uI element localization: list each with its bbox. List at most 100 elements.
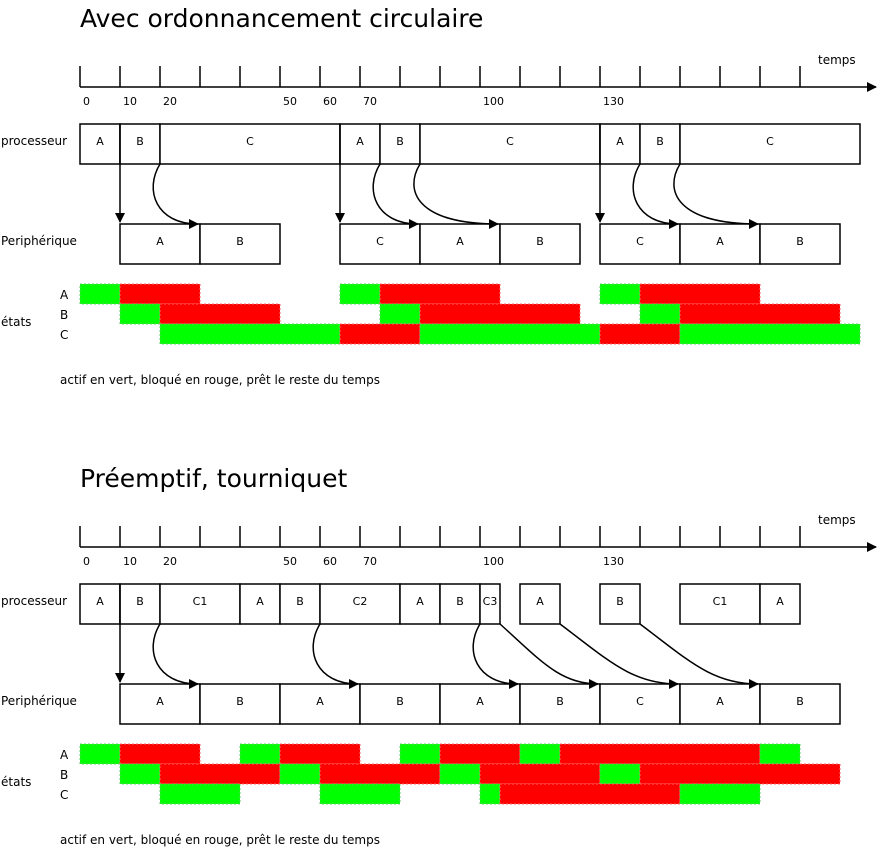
io-arrow xyxy=(472,623,519,689)
processor-slot: A xyxy=(239,583,281,625)
device-slot-box xyxy=(519,683,601,725)
processor-slot: B xyxy=(379,123,421,165)
device-slot-box xyxy=(359,683,441,725)
blocked-bar xyxy=(479,763,601,785)
processor-slot-label: A xyxy=(256,595,264,608)
state-row-name: B xyxy=(60,308,68,322)
device-slot: A xyxy=(119,683,201,725)
device-slot-label: B xyxy=(236,235,244,248)
processor-slot-label: B xyxy=(396,135,404,148)
device-slot-box xyxy=(759,223,841,265)
section-2: Préemptif, tourniquet temps 0 10 20 50 60 70 100… xyxy=(1,464,877,847)
device-slot-label: B xyxy=(236,695,244,708)
legend-text: actif en vert, bloqué en rouge, prêt le … xyxy=(60,373,380,387)
states-chart: états ABC xyxy=(1,283,861,345)
active-bar xyxy=(679,783,761,805)
state-row-a: A xyxy=(60,283,761,305)
blocked-bar xyxy=(419,303,581,325)
device-slot: B xyxy=(359,683,441,725)
blocked-bar xyxy=(599,323,681,345)
active-bar xyxy=(159,323,341,345)
blocked-bar xyxy=(159,763,281,785)
processor-slot-label: C2 xyxy=(353,595,368,608)
io-arrow xyxy=(499,623,599,689)
device-slot-box xyxy=(419,223,501,265)
blocked-bar xyxy=(339,323,421,345)
device-slot-label: B xyxy=(796,235,804,248)
processor-slot-box xyxy=(439,583,481,625)
state-row-a: A xyxy=(60,743,801,765)
processor-label: processeur xyxy=(1,594,67,608)
processor-slot-label: C xyxy=(246,135,254,148)
active-bar xyxy=(599,283,641,305)
device-slot: A xyxy=(439,683,521,725)
device-slot-box xyxy=(679,683,761,725)
section-title: Avec ordonnancement circulaire xyxy=(80,4,483,33)
processor-slot: C1 xyxy=(679,583,761,625)
processor-slot: A xyxy=(599,123,641,165)
device-label: Periphérique xyxy=(1,694,77,708)
device-slot: A xyxy=(279,683,361,725)
active-bar xyxy=(79,283,121,305)
legend-text: actif en vert, bloqué en rouge, prêt le … xyxy=(60,833,380,847)
processor-slot-label: C1 xyxy=(193,595,208,608)
active-bar xyxy=(119,303,161,325)
device-slot-box xyxy=(279,683,361,725)
device-slot-label: A xyxy=(716,235,724,248)
tick-label: 50 xyxy=(283,555,297,568)
tick-label: 10 xyxy=(123,95,137,108)
tick-label: 10 xyxy=(123,555,137,568)
processor-row: processeur A B C1 A B C2 A B C3 A B C1 A xyxy=(1,583,801,625)
active-bar xyxy=(479,783,501,805)
processor-slot-box xyxy=(679,583,761,625)
active-bar xyxy=(319,783,401,805)
section-title: Préemptif, tourniquet xyxy=(80,464,347,493)
device-slot-label: A xyxy=(456,235,464,248)
processor-slot: B xyxy=(439,583,481,625)
processor-slot-box xyxy=(79,123,121,165)
tick-label: 130 xyxy=(603,555,624,568)
processor-slot-label: B xyxy=(656,135,664,148)
blocked-bar xyxy=(319,763,441,785)
processor-slot-box xyxy=(599,583,641,625)
io-arrow xyxy=(413,163,499,229)
processor-slot: C2 xyxy=(319,583,401,625)
active-bar xyxy=(519,743,561,765)
processor-slot-box xyxy=(679,123,861,165)
device-label: Periphérique xyxy=(1,234,77,248)
processor-slot-box xyxy=(479,583,501,625)
processor-slot-label: B xyxy=(136,135,144,148)
tick-label: 0 xyxy=(83,555,90,568)
blocked-bar xyxy=(639,283,761,305)
processor-slot-label: B xyxy=(136,595,144,608)
device-row: Periphérique A B A B A B C A B xyxy=(1,683,841,725)
processor-slot-box xyxy=(759,583,801,625)
processor-slot-label: A xyxy=(536,595,544,608)
io-arrow xyxy=(152,163,199,229)
blocked-bar xyxy=(119,283,201,305)
blocked-bar xyxy=(439,743,521,765)
device-slot-box xyxy=(199,683,281,725)
device-slot: C xyxy=(339,223,421,265)
state-row-name: C xyxy=(60,328,68,342)
active-bar xyxy=(759,743,801,765)
processor-slot-box xyxy=(419,123,601,165)
processor-slot: B xyxy=(119,123,161,165)
state-row-name: C xyxy=(60,788,68,802)
io-arrow xyxy=(372,163,419,229)
section-1: Avec ordonnancement circulaire temps 0 10 20… xyxy=(1,4,877,387)
io-arrow xyxy=(673,163,759,229)
processor-slot: A xyxy=(759,583,801,625)
device-slot-label: C xyxy=(376,235,384,248)
axis-label: temps xyxy=(818,53,856,67)
blocked-bar xyxy=(379,283,501,305)
active-bar xyxy=(439,763,481,785)
state-row-name: A xyxy=(60,288,69,302)
processor-slot-label: C3 xyxy=(483,595,498,608)
processor-slot-box xyxy=(239,583,281,625)
processor-slot-label: A xyxy=(616,135,624,148)
active-bar xyxy=(79,743,121,765)
device-slot: A xyxy=(679,223,761,265)
states-label: états xyxy=(1,315,31,329)
tick-label: 20 xyxy=(163,555,177,568)
